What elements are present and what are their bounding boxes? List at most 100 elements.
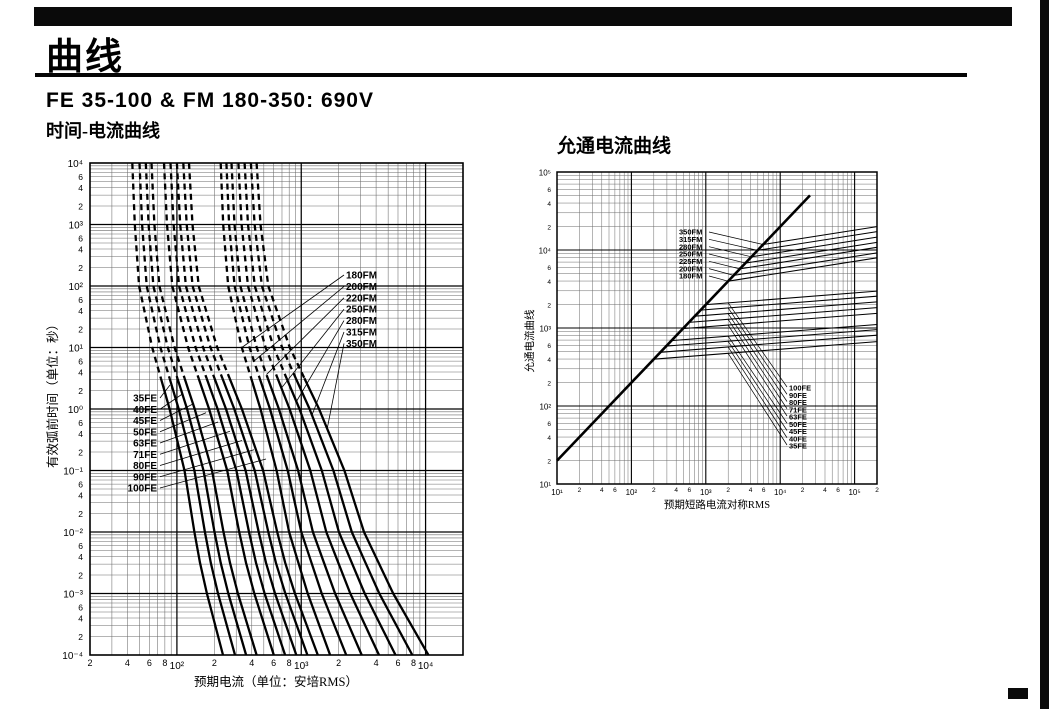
x-major-tick: 10² bbox=[170, 661, 185, 672]
curve-label-180FM: 180FM bbox=[346, 271, 377, 282]
curve-label-350FM: 350FM bbox=[679, 228, 702, 237]
curve-63FE bbox=[162, 162, 275, 656]
tcc-chart-title: 时间-电流曲线 bbox=[46, 121, 160, 141]
y-major-tick: 10¹ bbox=[539, 481, 551, 490]
x-minor-tick: 8 bbox=[287, 658, 292, 668]
y-major-tick: 10⁻³ bbox=[63, 590, 83, 601]
curve-label-90FE: 90FE bbox=[133, 472, 157, 483]
y-major-tick: 10⁰ bbox=[68, 405, 83, 416]
curve-label-225FM: 225FM bbox=[679, 257, 702, 266]
y-minor-tick: 4 bbox=[78, 183, 83, 193]
y-major-tick: 10² bbox=[539, 403, 551, 412]
x-major-tick: 10¹ bbox=[551, 488, 563, 497]
y-minor-tick: 4 bbox=[78, 244, 83, 254]
y-minor-tick: 2 bbox=[547, 380, 551, 387]
x-minor-tick: 2 bbox=[801, 487, 805, 494]
x-minor-tick: 6 bbox=[836, 487, 840, 494]
y-major-tick: 10⁻⁴ bbox=[62, 651, 83, 662]
curve-350FM bbox=[556, 226, 878, 461]
x-minor-tick: 2 bbox=[212, 658, 217, 668]
x-minor-tick: 4 bbox=[674, 487, 678, 494]
y-minor-tick: 4 bbox=[78, 429, 83, 439]
tcc-ticks: 10⁴10³10²10¹10⁰10⁻¹10⁻²10⁻³10⁻⁴642642642… bbox=[62, 159, 433, 672]
curve-280FM bbox=[243, 162, 397, 656]
curve-200FM bbox=[225, 162, 348, 656]
x-major-tick: 10² bbox=[626, 488, 638, 497]
curve-45FE bbox=[144, 162, 248, 656]
curve-350FM bbox=[255, 162, 430, 656]
curve-label-71FE: 71FE bbox=[133, 450, 157, 461]
x-minor-tick: 2 bbox=[87, 658, 92, 668]
curve-label-280FM: 280FM bbox=[679, 242, 702, 251]
y-minor-tick: 2 bbox=[78, 447, 83, 457]
curve-label-180FM: 180FM bbox=[679, 272, 702, 281]
curve-label-50FE: 50FE bbox=[789, 420, 807, 429]
y-major-tick: 10¹ bbox=[69, 344, 84, 355]
curve-label-250FM: 250FM bbox=[679, 250, 702, 259]
curve-35FE bbox=[131, 162, 225, 656]
y-minor-tick: 2 bbox=[78, 632, 83, 642]
letthrough-chart-title: 允通电流曲线 bbox=[557, 136, 672, 157]
title-rule bbox=[35, 73, 967, 77]
y-minor-tick: 2 bbox=[78, 386, 83, 396]
curve-label-90FE: 90FE bbox=[789, 391, 807, 400]
curve-180FM bbox=[219, 162, 332, 656]
curve-label-45FE: 45FE bbox=[133, 416, 157, 427]
tcc-x-axis-label: 预期电流（单位：安培RMS） bbox=[194, 674, 358, 689]
curve-315FM bbox=[249, 162, 414, 656]
curve-label-350FM: 350FM bbox=[346, 339, 377, 350]
y-major-tick: 10⁵ bbox=[539, 169, 551, 178]
x-minor-tick: 8 bbox=[162, 658, 167, 668]
curve-label-71FE: 71FE bbox=[789, 405, 807, 414]
x-major-tick: 10⁴ bbox=[418, 661, 433, 672]
y-major-tick: 10² bbox=[69, 282, 84, 293]
y-minor-tick: 2 bbox=[547, 302, 551, 309]
letthrough-ticks: 10⁵ 10⁴ 10³ 10² 10¹ 6 4 2 6 4 2 6 4 2 6 4 2 10¹ 10² 10³ 10⁴ 1… bbox=[539, 169, 880, 498]
x-minor-tick: 4 bbox=[600, 487, 604, 494]
curve-label-40FE: 40FE bbox=[133, 405, 157, 416]
scan-corner-mark bbox=[1008, 688, 1028, 699]
y-minor-tick: 4 bbox=[547, 201, 551, 208]
letthrough-plot-border bbox=[556, 171, 878, 485]
curve-label-35FE: 35FE bbox=[789, 442, 807, 451]
curve-label-100FE: 100FE bbox=[789, 384, 811, 393]
y-minor-tick: 4 bbox=[547, 357, 551, 364]
x-minor-tick: 2 bbox=[652, 487, 656, 494]
x-minor-tick: 2 bbox=[875, 487, 879, 494]
y-minor-tick: 2 bbox=[547, 458, 551, 465]
tcc-plot-border bbox=[89, 162, 464, 656]
y-minor-tick: 6 bbox=[78, 172, 83, 182]
curve-100FE bbox=[187, 162, 319, 656]
y-minor-tick: 4 bbox=[78, 367, 83, 377]
y-major-tick: 10³ bbox=[69, 221, 84, 232]
x-minor-tick: 8 bbox=[411, 658, 416, 668]
curve-label-80FE: 80FE bbox=[133, 461, 157, 472]
y-major-tick: 10⁴ bbox=[539, 247, 552, 256]
x-minor-tick: 2 bbox=[578, 487, 582, 494]
y-major-tick: 10³ bbox=[539, 325, 551, 334]
x-minor-tick: 6 bbox=[147, 658, 152, 668]
y-minor-tick: 6 bbox=[78, 295, 83, 305]
y-minor-tick: 4 bbox=[547, 279, 551, 286]
curve-220FM bbox=[230, 162, 363, 656]
curve-label-315FM: 315FM bbox=[346, 328, 377, 339]
curve-label-50FE: 50FE bbox=[133, 427, 157, 438]
letthrough-y-axis-label: 允通电流曲线 bbox=[523, 309, 536, 372]
curve-label-280FM: 280FM bbox=[346, 316, 377, 327]
x-minor-tick: 4 bbox=[823, 487, 827, 494]
curve-80FE bbox=[175, 162, 298, 656]
letthrough-grid bbox=[557, 172, 877, 484]
y-minor-tick: 6 bbox=[78, 603, 83, 613]
x-minor-tick: 4 bbox=[749, 487, 753, 494]
x-minor-tick: 6 bbox=[687, 487, 691, 494]
y-minor-tick: 6 bbox=[547, 421, 551, 428]
y-minor-tick: 2 bbox=[78, 263, 83, 273]
y-minor-tick: 6 bbox=[547, 265, 551, 272]
y-minor-tick: 6 bbox=[78, 418, 83, 428]
curve-71FE bbox=[169, 162, 287, 656]
